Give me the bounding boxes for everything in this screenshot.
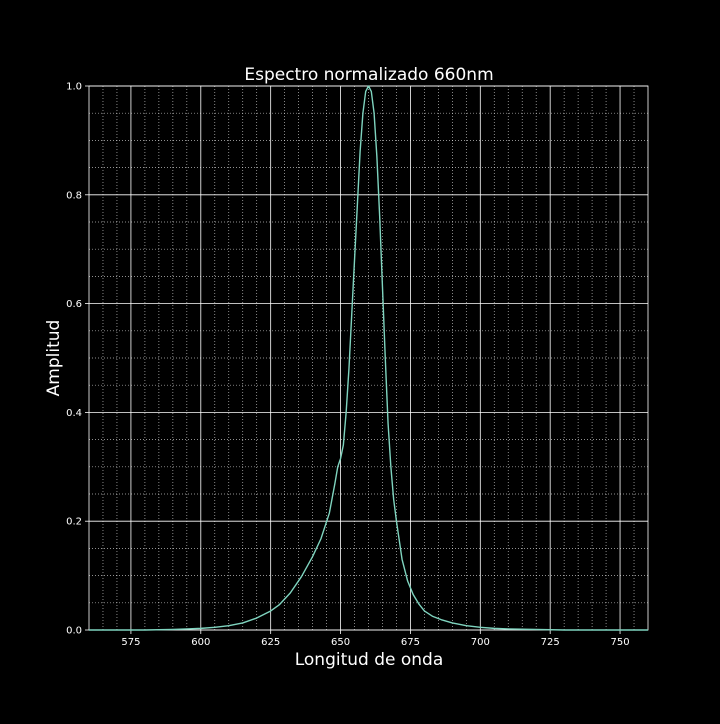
y-tick-label: 0.2 (66, 517, 82, 528)
y-tick-label: 0.0 (66, 626, 82, 637)
x-tick-label: 725 (541, 637, 560, 648)
x-tick-label: 650 (331, 637, 350, 648)
y-tick-label: 0.8 (66, 190, 82, 201)
x-tick-label: 575 (121, 637, 140, 648)
x-axis-label: Longitud de onda (295, 650, 444, 670)
axis-ticks (85, 85, 621, 634)
tick-labels: 575 600 625 650 675 700 725 750 0.0 0.2 0.4 0.6 0.8 1… (66, 82, 630, 649)
chart-title: Espectro normalizado 660nm (244, 65, 493, 85)
x-tick-label: 700 (471, 637, 490, 648)
series-line (89, 85, 648, 631)
y-tick-label: 0.6 (66, 299, 82, 310)
minor-grid (89, 86, 648, 630)
x-tick-label: 600 (191, 637, 210, 648)
x-tick-label: 625 (261, 637, 280, 648)
y-tick-label: 1.0 (66, 82, 82, 93)
y-axis-label: Amplitud (44, 320, 64, 397)
series-layer (89, 85, 648, 631)
y-tick-label: 0.4 (66, 408, 82, 419)
x-tick-label: 750 (611, 637, 630, 648)
x-tick-label: 675 (401, 637, 420, 648)
